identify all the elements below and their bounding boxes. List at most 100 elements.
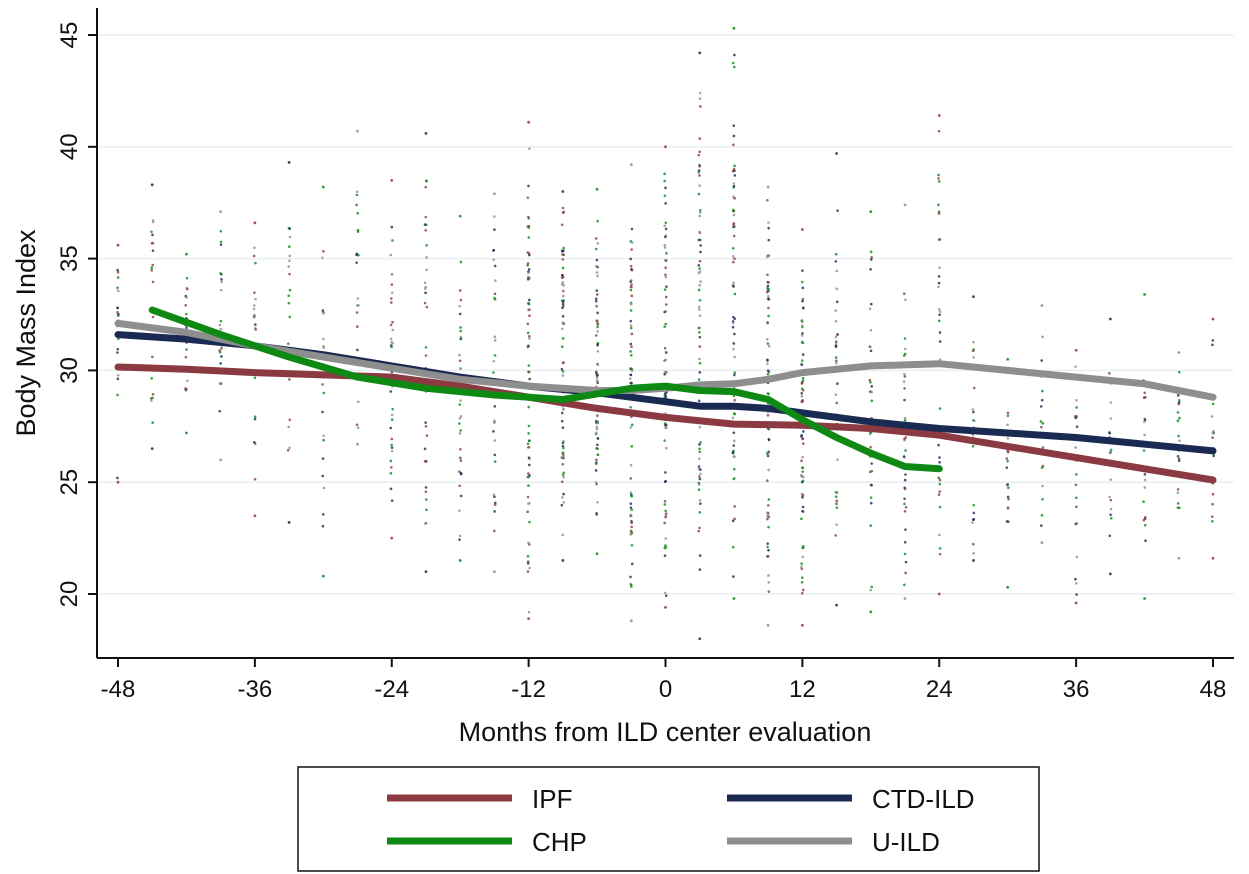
scatter-point (594, 237, 598, 240)
scatter-point (151, 355, 154, 359)
scatter-point (697, 378, 701, 381)
scatter-point (594, 247, 598, 251)
scatter-point (731, 545, 735, 549)
scatter-point (594, 419, 598, 423)
scatter-point (356, 348, 359, 352)
scatter-point (1075, 425, 1079, 429)
scatter-point (972, 386, 976, 390)
scatter-point (389, 337, 393, 341)
scatter-point (218, 382, 222, 385)
scatter-point (1143, 292, 1146, 296)
scatter-point (185, 252, 188, 256)
scatter-point (561, 444, 565, 448)
scatter-point (663, 179, 666, 183)
scatter-point (902, 292, 906, 295)
scatter-point (595, 258, 599, 262)
scatter-point (937, 210, 941, 214)
scatter-point (904, 505, 908, 509)
scatter-point (629, 309, 633, 312)
scatter-point (253, 477, 257, 481)
scatter-point (459, 298, 463, 302)
scatter-point (424, 570, 428, 574)
scatter-point (527, 424, 531, 428)
scatter-point (595, 334, 598, 337)
scatter-point (321, 524, 325, 528)
scatter-point (1143, 418, 1147, 422)
scatter-point (629, 302, 633, 306)
scatter-point (185, 287, 189, 291)
scatter-point (767, 468, 770, 472)
scatter-point (185, 296, 188, 299)
scatter-point (732, 412, 736, 415)
scatter-point (938, 407, 942, 410)
scatter-point (1075, 582, 1078, 585)
scatter-point (219, 240, 223, 244)
scatter-point (561, 374, 565, 377)
scatter-point (595, 293, 599, 296)
scatter-point (527, 236, 531, 239)
scatter-point (391, 328, 395, 332)
scatter-point (1006, 459, 1009, 463)
scatter-point (938, 505, 942, 509)
scatter-point (731, 169, 735, 173)
scatter-point (562, 246, 565, 250)
scatter-point (561, 426, 565, 430)
scatter-point (287, 294, 291, 298)
scatter-point (902, 354, 906, 357)
scatter-point (151, 421, 154, 424)
scatter-point (732, 182, 736, 185)
scatter-point (322, 312, 325, 315)
scatter-point (116, 286, 119, 290)
legend-item-ipf: IPF (387, 784, 572, 814)
scatter-point (562, 501, 566, 504)
scatter-point (389, 487, 393, 491)
scatter-point (800, 459, 803, 463)
scatter-point (698, 259, 702, 263)
scatter-point (766, 454, 770, 458)
legend-item-chp: CHP (387, 827, 587, 857)
scatter-point (972, 517, 976, 521)
scatter-point (254, 297, 257, 301)
scatter-point (526, 264, 529, 267)
scatter-point (562, 475, 565, 479)
scatter-point (458, 538, 461, 541)
scatter-point (732, 167, 736, 171)
scatter-point (937, 493, 941, 496)
scatter-point (493, 264, 497, 268)
scatter-point (630, 345, 633, 348)
scatter-point (1108, 495, 1111, 499)
scatter-point (1176, 394, 1180, 397)
scatter-point (664, 235, 667, 239)
scatter-point (560, 503, 564, 507)
scatter-point (937, 177, 940, 180)
scatter-point (1075, 496, 1078, 500)
scatter-point (561, 361, 565, 365)
scatter-point (801, 455, 804, 459)
scatter-point (938, 310, 942, 313)
scatter-point (594, 431, 598, 434)
y-tick-label-35: 35 (56, 245, 83, 272)
x-tick-label--24: -24 (374, 676, 409, 703)
scatter-point (527, 484, 530, 487)
scatter-point (218, 350, 222, 354)
scatter-point (766, 392, 770, 395)
scatter-point (766, 479, 769, 482)
scatter-point (630, 248, 633, 251)
scatter-point (698, 165, 701, 168)
scatter-point (834, 356, 838, 359)
scatter-point (800, 623, 804, 627)
scatter-point (698, 371, 702, 374)
scatter-point (254, 261, 257, 265)
scatter-point (493, 495, 496, 499)
scatter-point (732, 575, 735, 578)
scatter-point (1109, 513, 1112, 517)
scatter-point (766, 555, 770, 558)
scatter-point (1040, 524, 1043, 527)
scatter-point (732, 431, 736, 435)
scatter-point (835, 361, 838, 365)
scatter-point (732, 444, 736, 447)
scatter-point (664, 509, 667, 513)
scatter-point (596, 437, 600, 440)
scatter-point (903, 437, 906, 441)
scatter-point (527, 502, 530, 505)
